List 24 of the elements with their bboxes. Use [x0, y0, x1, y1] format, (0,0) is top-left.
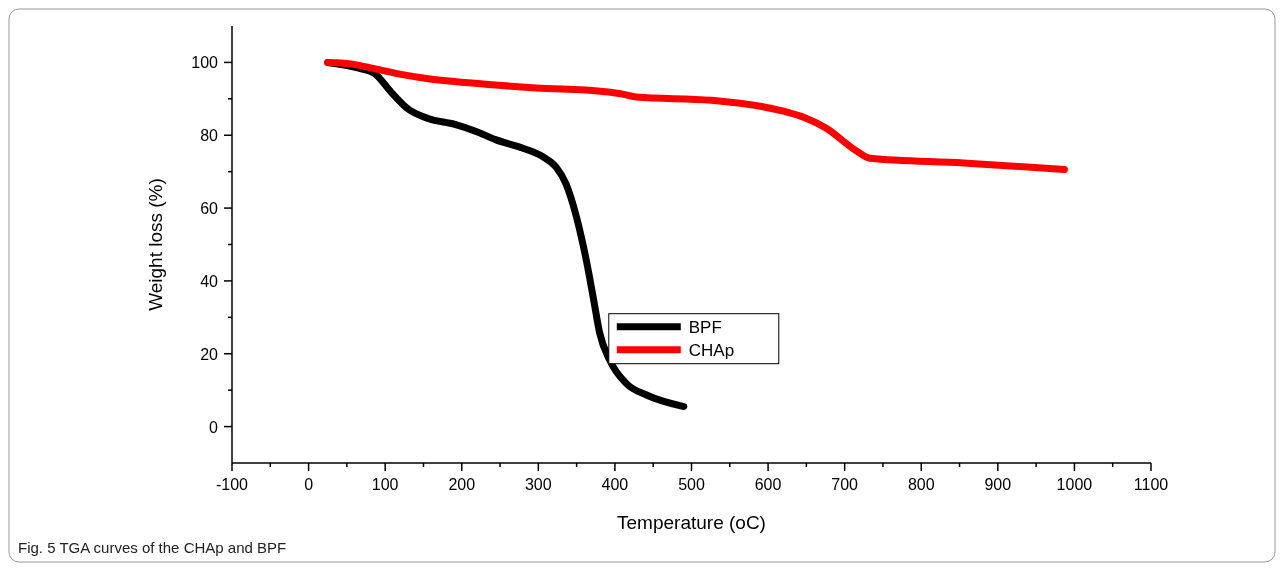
x-tick-label: 400 [601, 476, 629, 493]
x-tick-label: 0 [304, 476, 314, 493]
x-tick-label: 200 [448, 476, 476, 493]
x-tick-label: -100 [215, 476, 249, 493]
x-tick-label: 1100 [1133, 476, 1169, 493]
x-tick-label: 300 [524, 476, 552, 493]
y-tick-label: 20 [200, 345, 219, 363]
y-tick-label: 0 [209, 418, 219, 436]
legend-label: BPF [688, 317, 722, 337]
y-tick-label: 60 [200, 200, 219, 218]
y-axis-title: Weight loss (%) [145, 178, 166, 311]
x-tick-label: 500 [678, 476, 705, 493]
y-tick-label: 80 [200, 127, 219, 145]
x-axis-title: Temperature (oC) [617, 512, 766, 533]
x-tick-label: 1000 [1056, 476, 1093, 493]
caption: Fig. 5 TGA curves of the CHAp and BPF [18, 539, 287, 556]
x-tick-label: 800 [907, 476, 935, 493]
legend-label: CHAp [688, 340, 735, 360]
x-tick-label: 100 [371, 476, 399, 493]
y-tick-label: 40 [200, 272, 219, 290]
x-tick-label: 600 [754, 476, 782, 493]
x-tick-label: 700 [831, 476, 859, 493]
y-tick-label: 100 [191, 54, 219, 72]
x-tick-label: 900 [984, 476, 1012, 493]
